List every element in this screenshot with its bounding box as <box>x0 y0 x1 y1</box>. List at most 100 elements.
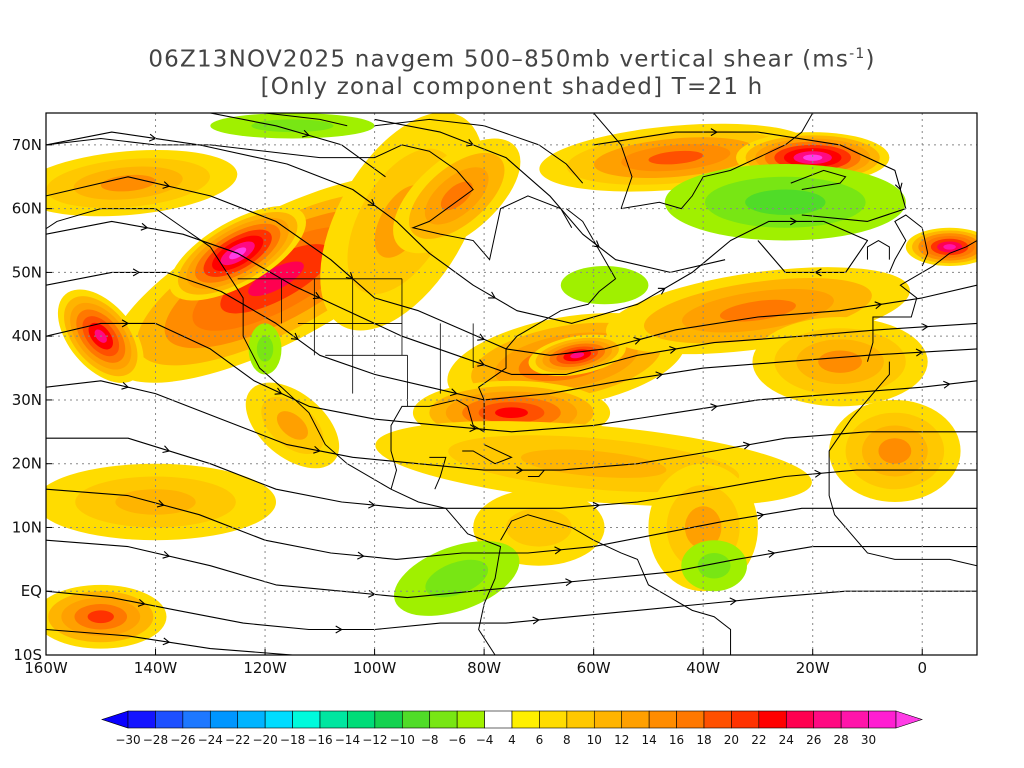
shear-region-baja-band <box>276 411 309 440</box>
colorbar-swatch <box>319 710 348 729</box>
streamline-1 <box>46 220 977 375</box>
shear-region-gulf-stream <box>495 407 528 419</box>
colorbar-swatch <box>127 710 156 729</box>
lat-label: 60N <box>12 200 42 218</box>
lat-label: 70N <box>12 136 42 154</box>
lat-label: 50N <box>12 263 42 281</box>
colorbar-label: 26 <box>806 733 821 747</box>
streamline-arrow <box>313 445 321 454</box>
lon-label: 140W <box>134 659 178 677</box>
lat-label: 40N <box>12 327 42 345</box>
coastline-7 <box>593 113 633 209</box>
streamline-arrow <box>592 240 600 248</box>
colorbar-swatch <box>566 710 595 729</box>
colorbar-low-cap <box>101 710 129 729</box>
coastline-2 <box>429 456 447 490</box>
colorbar-swatch <box>237 710 266 729</box>
streamline-arrow <box>669 345 677 354</box>
streamline-arrow <box>554 546 562 555</box>
streamline-10 <box>46 131 869 324</box>
streamline-arrow <box>290 332 299 341</box>
lon-label: 20W <box>796 659 830 677</box>
streamline-arrow <box>368 500 376 509</box>
coastline-layer <box>46 113 977 655</box>
streamline-arrow <box>121 319 130 328</box>
lat-label: 30N <box>12 391 42 409</box>
streamline-arrow <box>592 501 601 510</box>
streamline-7 <box>46 539 977 599</box>
colorbar-label: −4 <box>476 733 494 747</box>
colorbar-label: −12 <box>362 733 387 747</box>
shear-region-arctic-neg <box>251 119 334 133</box>
streamline-arrow <box>921 323 929 331</box>
colorbar-swatch <box>401 710 431 729</box>
colorbar-label: 6 <box>536 733 544 747</box>
colorbar-swatch <box>758 710 787 729</box>
shear-region-atlantic-band <box>719 299 796 322</box>
colorbar-swatch <box>621 710 650 729</box>
streamline-5 <box>46 437 977 509</box>
shear-region-africa-band <box>878 438 912 464</box>
streamline-arrow <box>710 403 718 412</box>
coastline-5 <box>500 514 732 655</box>
colorbar-swatch <box>840 710 869 729</box>
streamline-arrow <box>121 382 130 390</box>
colorbar-swatch <box>813 710 842 729</box>
colorbar-label: −6 <box>448 733 466 747</box>
streamline-12 <box>374 118 726 273</box>
colorbar-label: −26 <box>170 733 195 747</box>
coastline-15 <box>265 113 348 127</box>
coastline-3 <box>462 444 513 465</box>
colorbar-label: 28 <box>834 733 849 747</box>
shear-region-bering-band <box>100 174 156 192</box>
lon-label: 80W <box>467 659 501 677</box>
streamline-arrow <box>162 181 171 189</box>
coastline-11 <box>888 214 929 273</box>
coastline-13 <box>46 138 573 261</box>
chart-title-line2: [Only zonal component shaded] T=21 h <box>260 74 764 100</box>
colorbar-label: 22 <box>751 733 766 747</box>
colorbar-swatch <box>676 710 705 729</box>
streamline-arrow <box>657 287 666 295</box>
streamline-arrow <box>477 333 486 341</box>
streamline-arrow <box>132 268 141 277</box>
streamline-arrow <box>488 291 497 299</box>
title-units-superscript: -1 <box>849 46 866 62</box>
title-text: 06Z13NOV2025 navgem 500–850mb vertical s… <box>148 46 850 73</box>
shear-region-amazon-neg <box>425 559 489 598</box>
shear-region-east-atlantic <box>943 244 956 250</box>
title-suffix: ) <box>865 46 876 73</box>
colorbar-label: 14 <box>642 733 657 747</box>
streamline-arrow <box>565 578 573 587</box>
coastline-0 <box>46 208 502 655</box>
streamline-arrow <box>469 424 477 433</box>
colorbar-swatch <box>785 710 815 729</box>
colorbar-label: 24 <box>779 733 794 747</box>
lat-label: 20N <box>12 455 42 473</box>
colorbar-label: −20 <box>252 733 277 747</box>
streamline-arrow <box>532 616 540 625</box>
colorbar-legend: −30 −28 −26 −24 −22 −20 −18 −16 −14 −12 −10 −8 −6 −4 4… <box>101 710 923 747</box>
colorbar-label: 4 <box>508 733 516 747</box>
streamline-arrow <box>367 198 376 207</box>
lon-label: 120W <box>243 659 287 677</box>
colorbar-label: 16 <box>669 733 684 747</box>
shear-region-east-us-jet-core <box>570 352 585 359</box>
chart-title-line1: 06Z13NOV2025 navgem 500–850mb vertical s… <box>0 46 1024 73</box>
colorbar-label: 12 <box>614 733 629 747</box>
streamline-arrow <box>335 625 343 634</box>
colorbar-swatch <box>292 710 321 729</box>
shear-region-iceland-low <box>803 154 823 161</box>
colorbar-label: −10 <box>390 733 415 747</box>
colorbar-label: −30 <box>115 733 140 747</box>
colorbar-label: −8 <box>421 733 439 747</box>
lat-label: 10S <box>13 646 42 664</box>
streamline-arrow <box>915 348 924 357</box>
lat-label: EQ <box>21 582 42 600</box>
streamline-arrow <box>874 301 883 310</box>
coastline-6 <box>620 113 814 210</box>
streamline-4 <box>46 380 977 471</box>
colorbar-swatch <box>511 710 540 729</box>
shear-region-labrador-neg <box>582 275 627 295</box>
